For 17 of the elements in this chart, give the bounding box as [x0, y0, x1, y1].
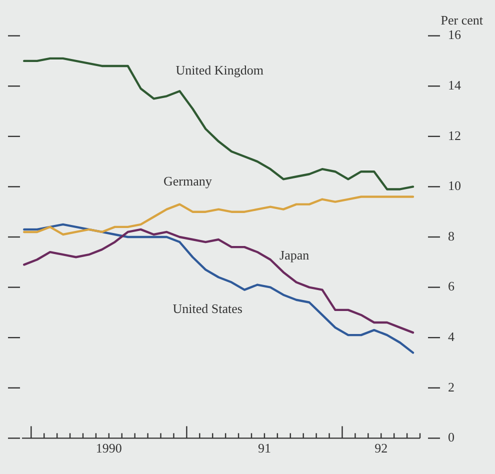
series-label: United Kingdom [176, 62, 264, 78]
y-tick-label: 12 [448, 128, 461, 143]
y-tick-label: 8 [448, 228, 454, 244]
y-tick-label: 0 [448, 430, 454, 445]
y-tick-label: 2 [448, 379, 454, 394]
y-tick-label: 14 [448, 78, 462, 93]
series-label: Germany [163, 174, 212, 189]
y-axis-title: Per cent [440, 12, 484, 28]
x-tick-label: 92 [374, 440, 388, 456]
y-tick-label: 16 [448, 27, 462, 42]
y-tick-label: 6 [448, 278, 455, 294]
series-label: Japan [280, 248, 310, 263]
y-tick-label: 4 [448, 329, 455, 344]
x-tick-label: 91 [258, 440, 271, 456]
series-label: United States [172, 301, 242, 316]
x-tick-label: 1990 [96, 440, 122, 456]
y-tick-label: 10 [448, 178, 461, 194]
